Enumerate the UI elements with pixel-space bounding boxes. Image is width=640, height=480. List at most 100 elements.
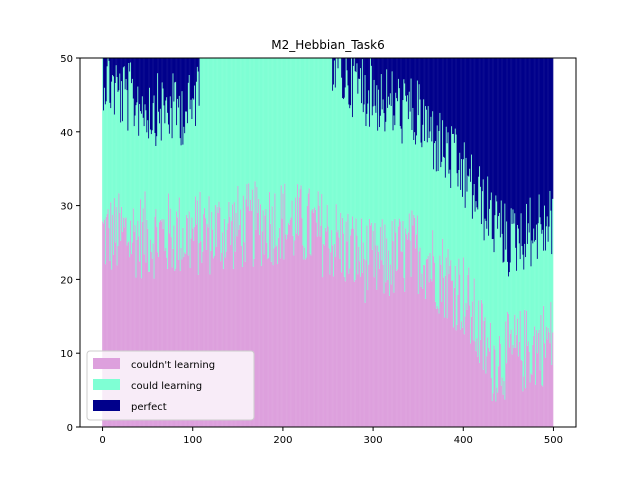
bar-perfect: [403, 58, 405, 80]
bar-perfect: [454, 58, 456, 129]
bar-couldnt-learning: [313, 212, 315, 427]
bar-couldnt-learning: [192, 228, 194, 427]
bar-could-learning: [122, 121, 124, 232]
bar-perfect: [398, 58, 401, 89]
bar-perfect: [437, 58, 439, 172]
bar-couldnt-learning: [405, 228, 407, 427]
bar-couldnt-learning: [113, 198, 116, 427]
bar-perfect: [131, 58, 134, 79]
bar-could-learning: [528, 232, 530, 352]
y-tick-label: 0: [67, 423, 73, 434]
bar-could-learning: [307, 58, 309, 194]
bar-perfect: [177, 58, 180, 108]
bar-could-learning: [424, 140, 426, 266]
bar-could-learning: [320, 58, 322, 226]
bar-perfect: [167, 58, 169, 113]
bar-couldnt-learning: [323, 243, 325, 427]
bar-couldnt-learning: [315, 209, 317, 427]
bar-couldnt-learning: [287, 234, 289, 427]
bar-perfect: [176, 58, 178, 126]
bar-perfect: [408, 58, 410, 92]
bar-perfect: [158, 58, 160, 112]
bar-perfect: [352, 58, 355, 66]
bar-could-learning: [402, 100, 404, 221]
bar-could-learning: [285, 58, 287, 235]
bar-couldnt-learning: [119, 212, 121, 427]
bar-perfect: [400, 58, 402, 129]
bar-could-learning: [280, 58, 282, 186]
bar-could-learning: [397, 101, 399, 270]
bar-perfect: [407, 58, 410, 120]
bar-couldnt-learning: [501, 377, 503, 427]
bar-perfect: [480, 58, 482, 187]
bar-perfect: [459, 58, 461, 153]
bar-perfect: [183, 58, 185, 127]
bar-could-learning: [495, 195, 497, 402]
bar-could-learning: [459, 152, 461, 275]
bar-perfect: [197, 58, 199, 72]
bar-couldnt-learning: [416, 234, 418, 427]
bar-could-learning: [215, 58, 217, 247]
bar-couldnt-learning: [527, 341, 529, 427]
bar-could-learning: [492, 238, 494, 394]
bar-couldnt-learning: [436, 305, 438, 427]
bar-could-learning: [165, 100, 167, 248]
bar-perfect: [517, 58, 520, 229]
bar-could-learning: [409, 111, 411, 241]
bar-perfect: [516, 58, 518, 271]
bar-couldnt-learning: [214, 255, 216, 427]
bar-perfect: [124, 58, 126, 90]
bar-couldnt-learning: [292, 235, 294, 427]
bar-perfect: [382, 58, 384, 100]
bar-perfect: [513, 58, 515, 224]
bar-couldnt-learning: [272, 265, 274, 427]
bar-perfect: [177, 58, 179, 99]
bar-couldnt-learning: [377, 245, 379, 427]
bar-perfect: [476, 58, 478, 208]
bar-could-learning: [238, 58, 240, 230]
bar-could-learning: [113, 76, 115, 255]
bar-couldnt-learning: [122, 217, 125, 427]
bar-perfect: [128, 58, 130, 64]
bar-could-learning: [351, 58, 353, 229]
bar-could-learning: [255, 58, 257, 230]
bar-could-learning: [299, 58, 301, 190]
bar-perfect: [511, 58, 513, 224]
bar-couldnt-learning: [392, 241, 394, 427]
bar-could-learning: [217, 58, 219, 213]
legend-swatch-couldnt-learning: [93, 358, 120, 369]
bar-couldnt-learning: [503, 380, 505, 427]
bar-couldnt-learning: [290, 217, 292, 427]
bar-perfect: [152, 58, 154, 104]
bar-couldnt-learning: [363, 258, 365, 427]
bar-perfect: [399, 58, 401, 127]
bar-could-learning: [527, 223, 529, 342]
bar-perfect: [544, 58, 547, 251]
bar-couldnt-learning: [128, 241, 130, 427]
bar-could-learning: [524, 243, 526, 310]
bar-could-learning: [306, 58, 309, 206]
bar-could-learning: [408, 91, 410, 214]
bar-could-learning: [510, 208, 512, 330]
bar-could-learning: [313, 58, 315, 213]
bar-could-learning: [482, 179, 484, 370]
bar-perfect: [466, 58, 468, 192]
bar-couldnt-learning: [252, 266, 254, 427]
bar-could-learning: [490, 192, 492, 379]
bar-could-learning: [253, 58, 255, 259]
bar-couldnt-learning: [399, 221, 401, 427]
bar-couldnt-learning: [398, 218, 401, 427]
bar-couldnt-learning: [441, 302, 443, 427]
bar-couldnt-learning: [372, 230, 374, 427]
bar-could-learning: [346, 70, 348, 242]
bar-could-learning: [279, 58, 281, 259]
bar-could-learning: [198, 105, 200, 244]
bar-perfect: [549, 58, 551, 191]
y-tick-label: 40: [60, 128, 73, 139]
x-axis: 0 100 200 300 400 500: [99, 427, 563, 446]
bar-perfect: [461, 58, 463, 160]
bar-could-learning: [152, 103, 154, 244]
bar-could-learning: [480, 224, 483, 300]
bar-could-learning: [281, 58, 283, 219]
bar-couldnt-learning: [471, 301, 474, 427]
